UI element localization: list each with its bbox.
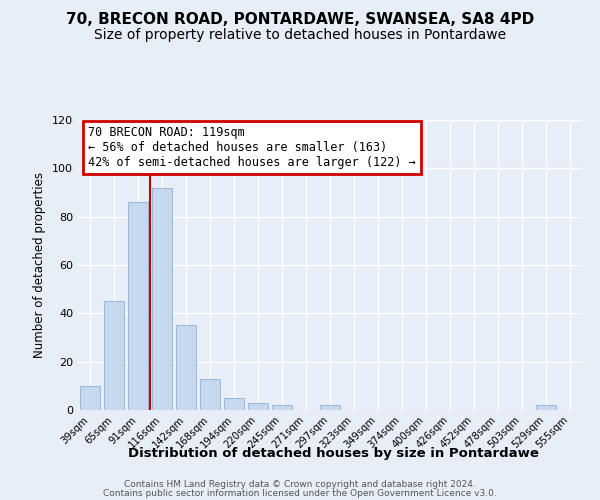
- Bar: [128, 202, 148, 410]
- Bar: [80, 386, 100, 410]
- Bar: [176, 326, 196, 410]
- Text: Contains HM Land Registry data © Crown copyright and database right 2024.: Contains HM Land Registry data © Crown c…: [124, 480, 476, 489]
- Text: Contains public sector information licensed under the Open Government Licence v3: Contains public sector information licen…: [103, 489, 497, 498]
- Bar: [224, 398, 244, 410]
- Text: Size of property relative to detached houses in Pontardawe: Size of property relative to detached ho…: [94, 28, 506, 42]
- Text: 70, BRECON ROAD, PONTARDAWE, SWANSEA, SA8 4PD: 70, BRECON ROAD, PONTARDAWE, SWANSEA, SA…: [66, 12, 534, 28]
- Y-axis label: Number of detached properties: Number of detached properties: [34, 172, 46, 358]
- Text: 70 BRECON ROAD: 119sqm
← 56% of detached houses are smaller (163)
42% of semi-de: 70 BRECON ROAD: 119sqm ← 56% of detached…: [88, 126, 416, 169]
- Bar: [320, 405, 340, 410]
- Bar: [152, 188, 172, 410]
- Bar: [200, 378, 220, 410]
- Bar: [272, 405, 292, 410]
- Bar: [536, 405, 556, 410]
- Text: Distribution of detached houses by size in Pontardawe: Distribution of detached houses by size …: [128, 448, 538, 460]
- Bar: [104, 301, 124, 410]
- Bar: [248, 403, 268, 410]
